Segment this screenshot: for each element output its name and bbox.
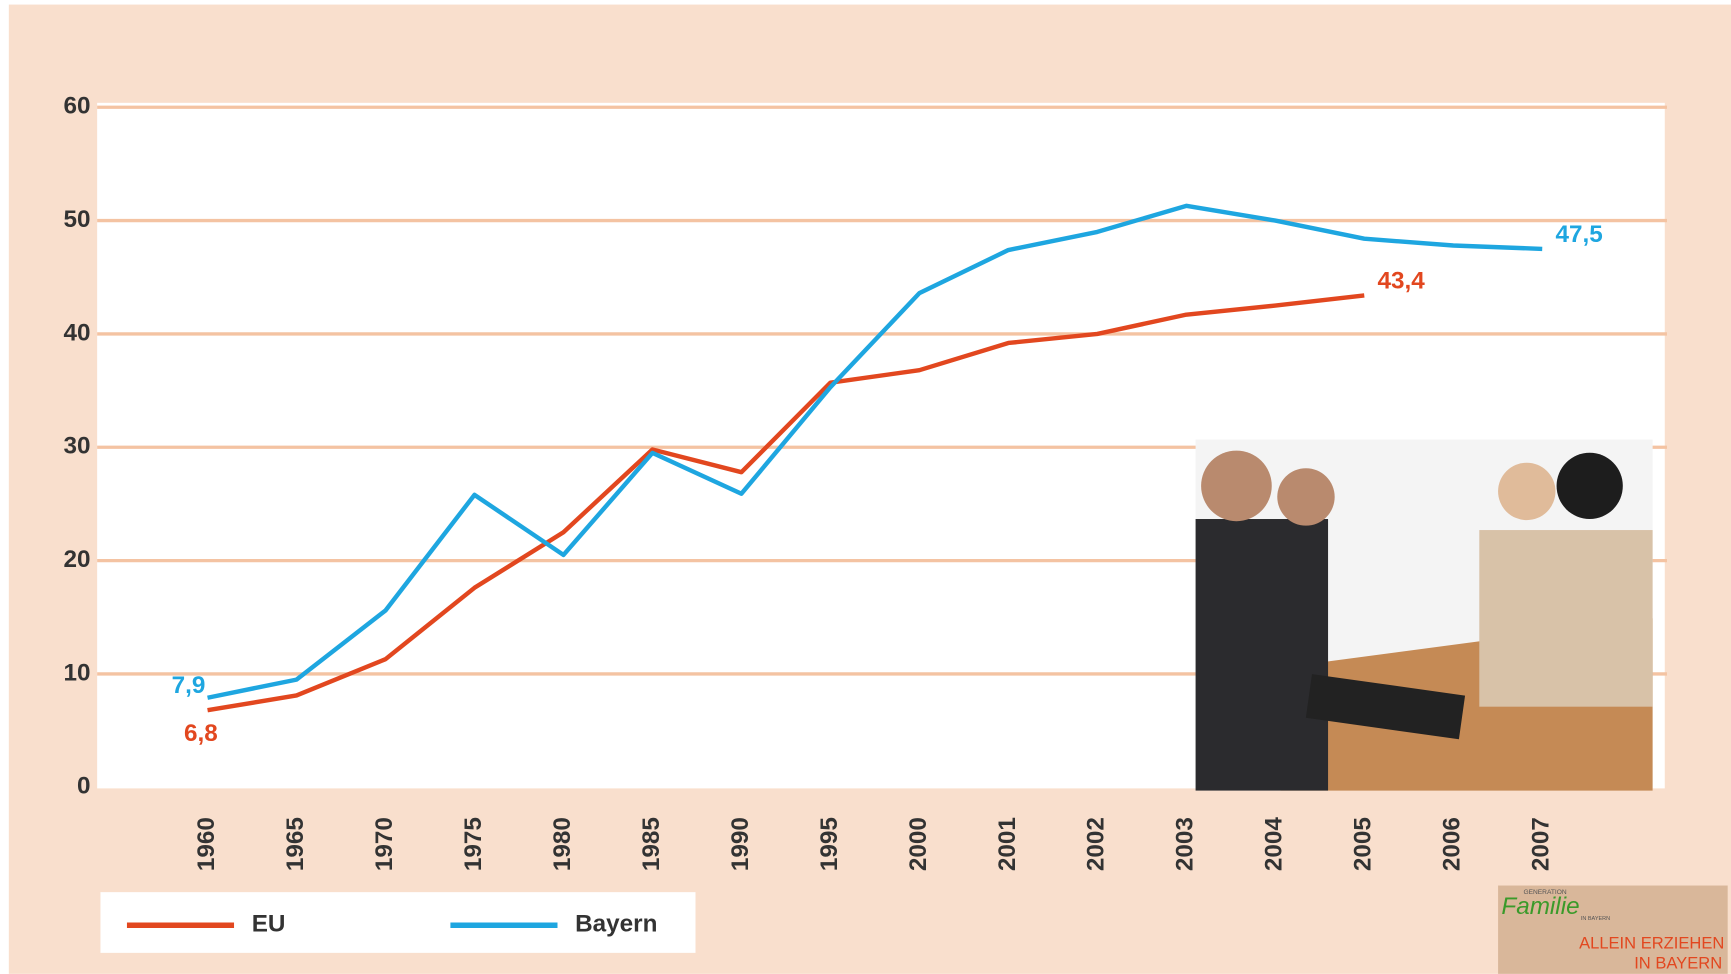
legend-label: EU (252, 911, 286, 938)
logo-sub: IN BAYERN (1581, 916, 1610, 922)
photo-folder (1305, 674, 1466, 740)
series-line (207, 203, 1543, 700)
x-tick-label: 2002 (1083, 817, 1110, 871)
y-tick-label: 60 (64, 93, 91, 120)
logo-bg (1498, 885, 1728, 974)
x-tick-label: 1980 (549, 817, 576, 871)
legend: EU Bayern (126, 911, 657, 938)
legend-label: Bayern (575, 911, 657, 938)
x-tick-label: 2000 (905, 817, 932, 871)
value-label: 6,8 (184, 720, 218, 747)
x-tick-label: 1965 (282, 817, 309, 871)
y-tick-label: 40 (64, 319, 91, 346)
photo-person (1195, 519, 1329, 791)
photo-head (1201, 450, 1272, 522)
x-tick-label: 2003 (1172, 817, 1199, 871)
photo-head (1498, 462, 1556, 521)
x-tick-label: 2007 (1528, 817, 1555, 871)
photo-head (1277, 468, 1335, 526)
value-label: 43,4 (1378, 268, 1426, 295)
x-tick-label: 1970 (371, 817, 398, 871)
y-tick-label: 20 (64, 546, 91, 573)
photo-head (1556, 452, 1623, 520)
logo-top: GENERATION (1523, 889, 1566, 896)
x-tick-label: 2001 (994, 817, 1021, 871)
x-tick-label: 2004 (1261, 817, 1288, 871)
photo-person (1479, 530, 1653, 707)
x-tick-label: 1990 (727, 817, 754, 871)
x-tick-label: 1985 (638, 817, 665, 871)
x-tick-label: 2005 (1350, 817, 1377, 871)
photo (1195, 439, 1653, 791)
plot: 0 10 20 30 40 50 60 1960 1965 1970 1975 1980 1985 199… (64, 93, 1667, 871)
series-line (207, 293, 1365, 713)
logo-line: IN BAYERN (1634, 953, 1722, 972)
x-tick-label: 2006 (1439, 817, 1466, 871)
value-label: 47,5 (1555, 221, 1602, 248)
logo-brand: Familie (1501, 893, 1579, 920)
y-tick-label: 10 (64, 659, 91, 686)
y-tick-label: 50 (64, 206, 91, 233)
y-tick-label: 30 (64, 433, 91, 460)
value-label: 7,9 (172, 672, 206, 699)
y-tick-label: 0 (77, 773, 90, 800)
logo: GENERATION Familie IN BAYERN ALLEIN ERZI… (1498, 885, 1728, 974)
logo-line: ALLEIN ERZIEHEN (1579, 933, 1724, 952)
x-tick-label: 1975 (460, 817, 487, 871)
x-tick-label: 1995 (816, 817, 843, 871)
x-tick-label: 1960 (193, 817, 220, 871)
